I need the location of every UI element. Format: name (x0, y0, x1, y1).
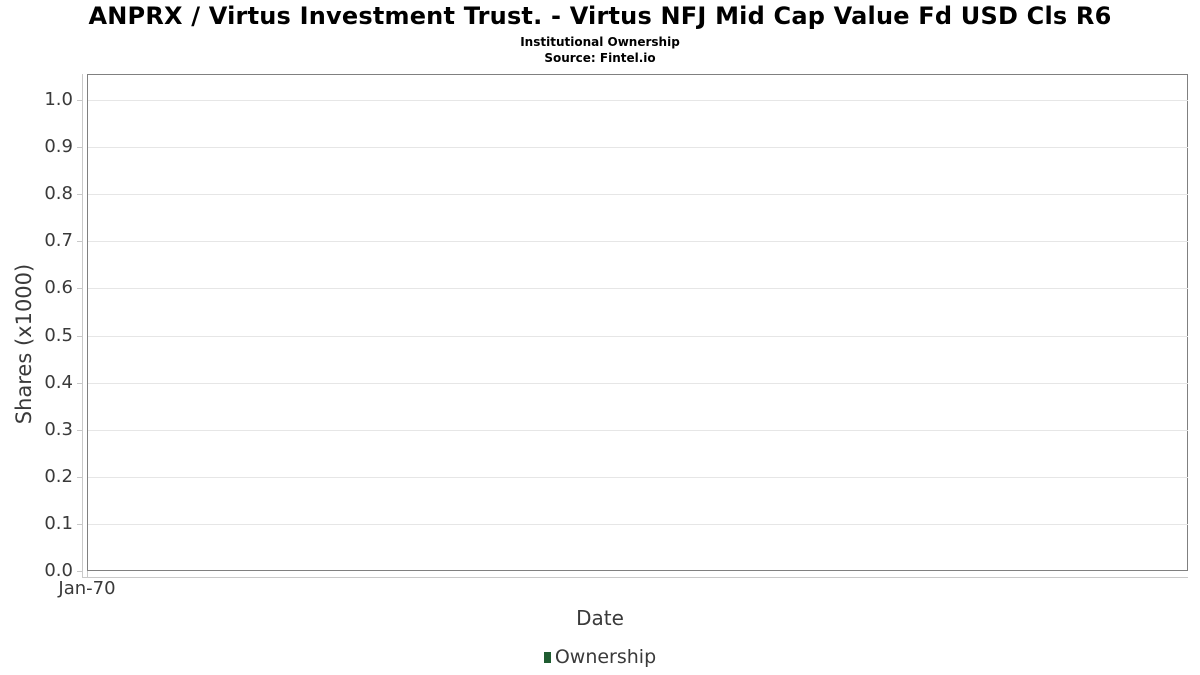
y-tick-mark (77, 194, 83, 195)
y-tick-label: 0.2 (44, 466, 73, 487)
y-tick-label: 0.6 (44, 277, 73, 298)
chart-title: ANPRX / Virtus Investment Trust. - Virtu… (88, 2, 1112, 30)
x-tick-label: Jan-70 (58, 578, 116, 599)
x-axis-title: Date (576, 606, 624, 630)
y-gridline (88, 194, 1188, 195)
x-tick-mark (87, 571, 88, 578)
y-tick-mark (77, 477, 83, 478)
y-tick-label: 0.7 (44, 230, 73, 251)
chart-subtitle: Institutional Ownership (520, 35, 680, 49)
legend-series-label: Ownership (554, 646, 657, 668)
y-tick-mark (77, 100, 83, 101)
legend-series-marker-icon (543, 651, 551, 663)
legend: Ownership (0, 645, 1200, 669)
y-gridline (88, 336, 1188, 337)
y-gridline (88, 524, 1188, 525)
y-gridline (88, 241, 1188, 242)
y-gridline (88, 147, 1188, 148)
y-gridline (88, 288, 1188, 289)
y-tick-label: 0.3 (44, 419, 73, 440)
y-tick-label: 0.8 (44, 183, 73, 204)
y-tick-mark (77, 524, 83, 525)
y-tick-label: 0.4 (44, 372, 73, 393)
y-tick-label: 1.0 (44, 89, 73, 110)
y-gridline (88, 430, 1188, 431)
y-tick-mark (77, 241, 83, 242)
y-tick-label: 0.0 (44, 560, 73, 581)
y-tick-mark (77, 336, 83, 337)
y-gridline (88, 477, 1188, 478)
y-axis-title: Shares (x1000) (12, 263, 36, 425)
x-axis-line (82, 577, 1188, 578)
y-tick-mark (77, 288, 83, 289)
y-tick-label: 0.1 (44, 513, 73, 534)
y-tick-label: 0.9 (44, 136, 73, 157)
y-tick-mark (77, 147, 83, 148)
y-tick-mark (77, 383, 83, 384)
chart-source: Source: Fintel.io (544, 51, 656, 65)
y-axis-line (82, 74, 83, 578)
y-tick-label: 0.5 (44, 325, 73, 346)
y-tick-mark (77, 430, 83, 431)
y-tick-mark (77, 571, 83, 572)
y-gridline (88, 100, 1188, 101)
legend-item-ownership[interactable]: Ownership (543, 646, 657, 668)
plot-area (87, 74, 1188, 571)
y-gridline (88, 383, 1188, 384)
